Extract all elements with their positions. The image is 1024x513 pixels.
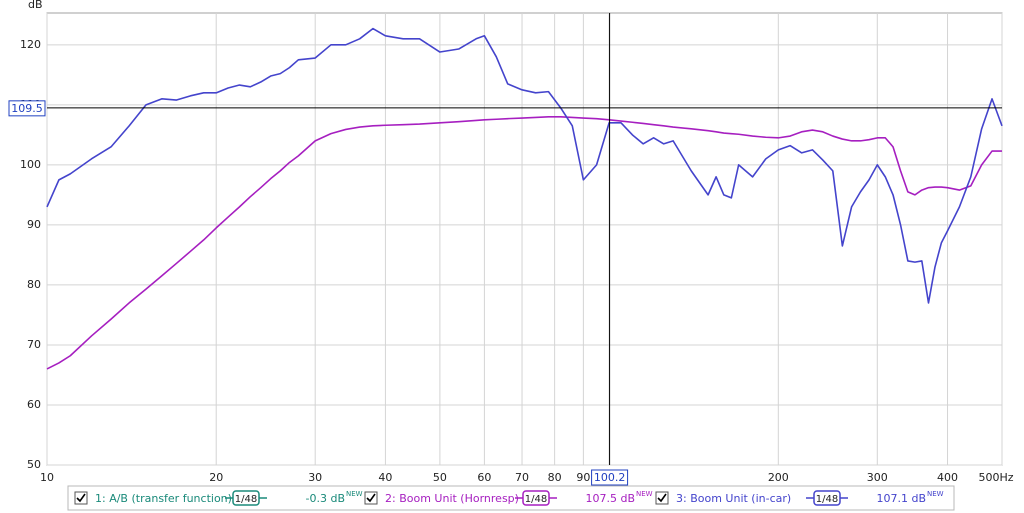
smoothing-label: 1/48 bbox=[525, 494, 547, 505]
x-tick-label: 500Hz bbox=[978, 471, 1013, 484]
y-axis-label: dB bbox=[28, 0, 43, 11]
legend-readout: 107.5 dB bbox=[585, 492, 635, 505]
legend-name: 2: Boom Unit (Hornresp) bbox=[385, 492, 519, 505]
legend-checkbox[interactable] bbox=[74, 491, 88, 505]
x-tick-label: 50 bbox=[433, 471, 447, 484]
legend-badge: NEW bbox=[636, 490, 653, 498]
x-tick-label: 90 bbox=[576, 471, 590, 484]
x-tick-label: 80 bbox=[548, 471, 562, 484]
x-tick-label: 30 bbox=[308, 471, 322, 484]
legend-name: 3: Boom Unit (in-car) bbox=[676, 492, 791, 505]
legend: 1: A/B (transfer function) 1/48 -0.3 dB NEW… bbox=[74, 490, 944, 506]
checkmark bbox=[76, 493, 86, 503]
smoothing-label: 1/48 bbox=[816, 494, 838, 505]
plot bbox=[46, 13, 1003, 466]
x-tick-label: 400 bbox=[937, 471, 958, 484]
series-line bbox=[46, 27, 1003, 304]
y-tick-label: 90 bbox=[27, 218, 41, 231]
legend-readout: -0.3 dB bbox=[306, 492, 346, 505]
series-line bbox=[46, 116, 1002, 370]
cursor-label-box bbox=[591, 469, 629, 486]
smoothing-box[interactable] bbox=[813, 490, 841, 506]
plot-area bbox=[46, 12, 1003, 466]
legend-checkbox[interactable] bbox=[655, 491, 669, 505]
y-tick-label: 60 bbox=[27, 398, 41, 411]
cursor-y-label: 109.5 bbox=[11, 102, 43, 115]
legend-readout: 107.1 dB bbox=[876, 492, 926, 505]
x-tick-label: 60 bbox=[477, 471, 491, 484]
checkmark bbox=[657, 493, 667, 503]
checkmark bbox=[366, 493, 376, 503]
y-tick-label: 80 bbox=[27, 278, 41, 291]
legend-checkbox[interactable] bbox=[364, 491, 378, 505]
cursor-x-label: 100.2 bbox=[594, 471, 626, 484]
y-tick-label: 70 bbox=[27, 338, 41, 351]
legend-name: 1: A/B (transfer function) bbox=[95, 492, 232, 505]
x-tick-label: 20 bbox=[209, 471, 223, 484]
smoothing-box[interactable] bbox=[232, 490, 260, 506]
x-tick-label: 40 bbox=[378, 471, 392, 484]
y-tick-label: 50 bbox=[27, 458, 41, 471]
legend-badge: NEW bbox=[927, 490, 944, 498]
y-tick-label: 100 bbox=[20, 158, 41, 171]
y-tick-label: 120 bbox=[20, 38, 41, 51]
smoothing-label: 1/48 bbox=[235, 494, 257, 505]
x-tick-label: 300 bbox=[867, 471, 888, 484]
x-tick-label: 70 bbox=[515, 471, 529, 484]
cursor-label-box bbox=[8, 100, 46, 117]
smoothing-box[interactable] bbox=[522, 490, 550, 506]
x-tick-label: 200 bbox=[768, 471, 789, 484]
x-tick-label: 10 bbox=[40, 471, 54, 484]
legend-badge: NEW bbox=[346, 490, 363, 498]
